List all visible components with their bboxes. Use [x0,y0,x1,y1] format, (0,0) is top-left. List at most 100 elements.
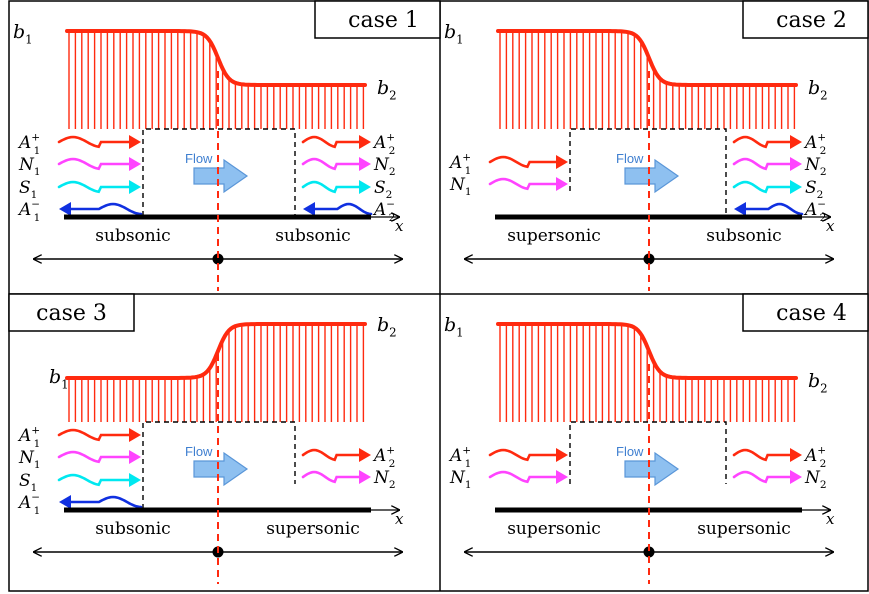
subscript: 2 [389,145,396,157]
wave-arrowhead [359,448,371,462]
wave-line [57,428,131,442]
wave-line [313,202,373,216]
symbol: A [372,200,386,220]
subscript: 1 [465,165,472,177]
case-label: case 2 [776,8,847,33]
wave-line [488,155,558,169]
flow-label: Flow [616,151,644,166]
superscript: + [31,131,40,143]
wave-line [732,470,792,484]
symbol: b [444,21,456,43]
superscript: + [462,444,471,456]
symbol: b [377,314,389,336]
symbol: S [374,178,386,198]
wave-A1+ [488,155,568,169]
wave-arrowhead [359,135,371,149]
subscript: 2 [389,89,397,103]
wave-line [732,135,792,149]
wave-line [57,180,131,194]
subscript: 1 [34,212,41,224]
wave-A2- [734,202,804,216]
field-profile-curve [496,29,798,87]
symbol: A [17,426,31,446]
wave-arrowhead [359,180,371,194]
wave-N2 [732,157,802,171]
label-A2-: A− 2 [372,198,395,224]
symbol: N [449,468,466,488]
field-profile-curve [496,322,798,380]
wave-N2 [301,470,371,484]
wave-arrowhead [556,155,568,169]
wave-A2- [303,202,373,216]
flow-label: Flow [616,444,644,459]
shock-position-dot [212,253,224,265]
shock-position-dot [643,253,655,265]
label-N1: N1 [18,448,41,471]
subscript: 2 [817,189,824,201]
symbol: b [444,314,456,336]
wave-S1 [57,473,141,487]
wave-arrowhead [129,135,141,149]
wave-arrowhead [59,202,71,216]
field-lines [499,31,796,129]
wave-N1 [488,177,568,191]
subscript: 2 [820,145,827,157]
case-label-box [742,0,869,39]
label-A2+: A+ 2 [372,444,395,470]
label-S2: S2 [805,178,823,201]
b2-label: b2 [377,77,397,103]
x-axis-label: x [395,510,404,528]
wave-A2+ [301,135,371,149]
field-profile-curve [65,29,367,87]
symbol: A [803,133,817,153]
right-regime-label: subsonic [275,226,350,246]
wave-line [57,157,131,171]
field-lines [68,31,365,129]
wave-arrowhead [790,157,802,171]
label-A2+: A+ 2 [372,131,395,157]
subscript: 2 [820,458,827,470]
symbol: N [373,155,390,175]
wave-N1 [57,450,141,464]
field-profile-curve [65,322,367,380]
label-A2-: A− 2 [803,198,826,224]
b2-label: b2 [808,77,828,103]
symbol: N [804,468,821,488]
symbol: S [805,178,817,198]
wave-A2+ [732,448,802,462]
wave-arrowhead [359,470,371,484]
boundary-dashed-box [142,128,296,216]
boundary-dashed-box [569,421,727,484]
label-N2: N2 [373,155,396,178]
label-A1+: A+ 1 [17,424,40,450]
flow-arrow [624,451,680,487]
wave-S2 [732,180,802,194]
superscript: + [386,131,395,143]
symbol: A [17,493,31,513]
wave-arrowhead [129,450,141,464]
subscript: 1 [34,459,41,471]
wave-line [732,157,792,171]
wave-A1+ [57,135,141,149]
superscript: − [31,198,40,210]
wave-A2+ [732,135,802,149]
wave-S1 [57,180,141,194]
wave-arrowhead [790,448,802,462]
subscript: 1 [34,145,41,157]
symbol: A [17,200,31,220]
subscript: 2 [386,189,393,201]
wave-line [57,450,131,464]
subscript: 2 [389,166,396,178]
subscript: 2 [389,326,397,340]
label-S1: S1 [19,471,37,494]
label-A1-: A− 1 [17,491,40,517]
wave-S2 [301,180,371,194]
label-A2+: A+ 2 [803,444,826,470]
left-regime-label: supersonic [507,226,601,246]
symbol: N [18,155,35,175]
wave-A1+ [57,428,141,442]
b2-label: b2 [808,370,828,396]
